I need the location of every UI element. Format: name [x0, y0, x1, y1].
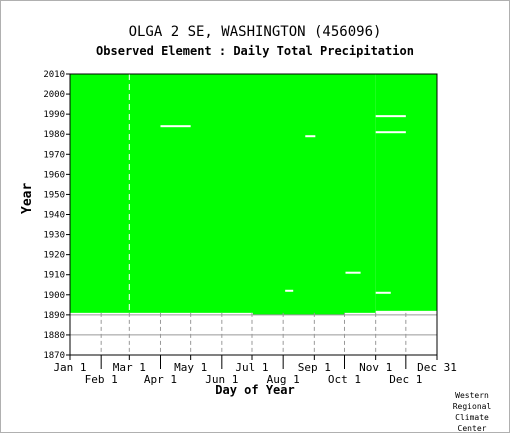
y-tick-label: 1930 [43, 231, 65, 241]
x-axis-label: Day of Year [215, 383, 295, 397]
chart-title: OLGA 2 SE, WASHINGTON (456096) [128, 24, 382, 40]
data-block [375, 74, 437, 311]
x-tick-label: Sep 1 [298, 361, 331, 374]
missing-gap [345, 271, 361, 274]
y-tick-label: 1910 [43, 271, 65, 281]
y-tick-label: 2000 [43, 90, 65, 100]
missing-gap [375, 291, 391, 294]
x-tick-label: Jan 1 [53, 361, 86, 374]
missing-gap [375, 115, 406, 118]
x-tick-label: Jul 1 [235, 361, 268, 374]
y-tick-label: 1970 [43, 150, 65, 160]
y-tick-label: 1950 [43, 190, 65, 200]
y-tick-label: 1990 [43, 110, 65, 120]
data-block [70, 74, 253, 313]
x-tick-label: Apr 1 [144, 373, 177, 386]
y-tick-label: 1900 [43, 291, 65, 301]
missing-gap [285, 289, 294, 292]
x-tick-label: Feb 1 [85, 373, 118, 386]
credit-line: Climate [455, 413, 489, 422]
y-tick-label: 1980 [43, 130, 65, 140]
x-tick-label: Dec 31 [417, 361, 457, 374]
missing-gap [375, 131, 406, 134]
x-tick-label: Jun 1 [205, 373, 238, 386]
credit-line: Regional [452, 402, 492, 411]
missing-gap [160, 125, 191, 128]
y-tick-label: 2010 [43, 70, 65, 80]
credit-text: Western Regional Climate Center [452, 390, 492, 434]
missing-gap [305, 135, 316, 138]
y-tick-label: 1960 [43, 170, 65, 180]
x-tick-label: Mar 1 [113, 361, 146, 374]
data-block [344, 74, 376, 313]
credit-line: Western [455, 391, 489, 400]
x-tick-label: Oct 1 [328, 373, 361, 386]
x-tick-label: Aug 1 [267, 373, 300, 386]
x-tick-label: Nov 1 [359, 361, 392, 374]
y-tick-label: 1940 [43, 211, 65, 221]
y-tick-label: 1870 [43, 351, 65, 361]
y-tick-label: 1890 [43, 311, 65, 321]
y-tick-label: 1920 [43, 251, 65, 261]
y-tick-label: 1880 [43, 331, 65, 341]
x-tick-label: Dec 1 [389, 373, 422, 386]
x-tick-label: May 1 [174, 361, 207, 374]
data-block [252, 74, 345, 315]
credit-line: Center [457, 424, 487, 433]
chart-subtitle: Observed Element : Daily Total Precipita… [96, 44, 414, 58]
